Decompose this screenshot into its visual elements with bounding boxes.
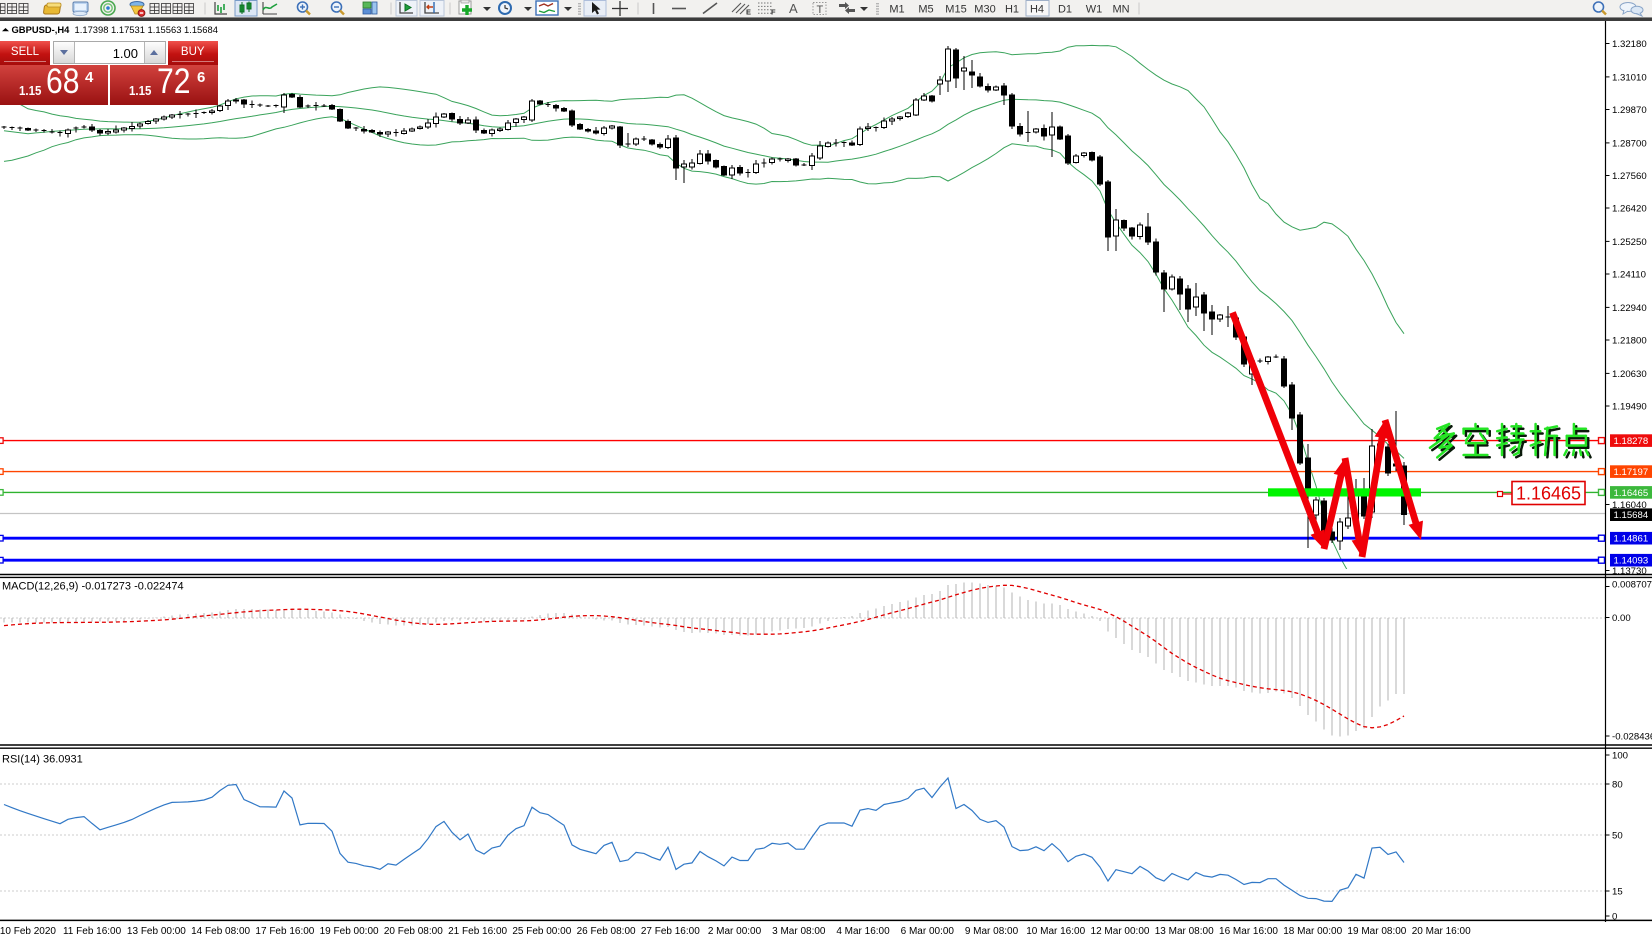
svg-text:M1: M1 (889, 4, 904, 16)
svg-text:1.20630: 1.20630 (1612, 369, 1647, 380)
svg-text:T: T (817, 4, 824, 16)
svg-text:1.31010: 1.31010 (1612, 72, 1647, 83)
svg-text:2 Mar 00:00: 2 Mar 00:00 (708, 926, 762, 937)
svg-text:1.17197: 1.17197 (1614, 467, 1649, 478)
svg-text:16 Mar 16:00: 16 Mar 16:00 (1219, 926, 1278, 937)
svg-text:1.28700: 1.28700 (1612, 138, 1647, 149)
svg-text:RSI(14) 36.0931: RSI(14) 36.0931 (2, 754, 83, 766)
svg-text:25 Feb 00:00: 25 Feb 00:00 (512, 926, 571, 937)
svg-text:1.14861: 1.14861 (1614, 534, 1649, 545)
svg-text:A: A (789, 1, 798, 16)
svg-text:1.32180: 1.32180 (1612, 39, 1647, 50)
svg-text:1.27560: 1.27560 (1612, 171, 1647, 182)
svg-text:1.18278: 1.18278 (1614, 436, 1649, 447)
svg-text:1.14093: 1.14093 (1614, 556, 1649, 567)
svg-text:1.19490: 1.19490 (1612, 402, 1647, 413)
svg-text:4 Mar 16:00: 4 Mar 16:00 (836, 926, 890, 937)
svg-text:1.13730: 1.13730 (1612, 566, 1647, 577)
svg-text:W1: W1 (1086, 4, 1103, 16)
svg-text:19 Feb 00:00: 19 Feb 00:00 (320, 926, 379, 937)
svg-text:M15: M15 (945, 4, 966, 16)
svg-text:80: 80 (1612, 780, 1623, 791)
svg-text:1.16465: 1.16465 (1516, 484, 1581, 504)
svg-text:1.29870: 1.29870 (1612, 105, 1647, 116)
svg-text:10 Feb 2020: 10 Feb 2020 (0, 926, 56, 937)
svg-text:14 Feb 08:00: 14 Feb 08:00 (191, 926, 250, 937)
svg-text:1.21800: 1.21800 (1612, 336, 1647, 347)
svg-text:21 Feb 16:00: 21 Feb 16:00 (448, 926, 507, 937)
svg-text:1.25250: 1.25250 (1612, 237, 1647, 248)
svg-text:10 Mar 16:00: 10 Mar 16:00 (1026, 926, 1085, 937)
svg-text:GBPUSD-,H4 1.17398 1.17531 1.: GBPUSD-,H4 1.17398 1.17531 1.15563 1.156… (12, 24, 218, 35)
svg-text:9 Mar 08:00: 9 Mar 08:00 (965, 926, 1019, 937)
svg-text:27 Feb 16:00: 27 Feb 16:00 (641, 926, 700, 937)
svg-text:1.24110: 1.24110 (1612, 270, 1646, 281)
svg-text:12 Mar 00:00: 12 Mar 00:00 (1091, 926, 1150, 937)
svg-text:1.16040: 1.16040 (1612, 500, 1647, 511)
svg-text:11 Feb 16:00: 11 Feb 16:00 (63, 926, 122, 937)
svg-text:1.22940: 1.22940 (1612, 303, 1647, 314)
svg-text:6 Mar 00:00: 6 Mar 00:00 (901, 926, 955, 937)
svg-text:18 Mar 00:00: 18 Mar 00:00 (1283, 926, 1342, 937)
svg-text:20 Feb 08:00: 20 Feb 08:00 (384, 926, 443, 937)
svg-text:1.26420: 1.26420 (1612, 204, 1647, 215)
svg-text:MACD(12,26,9) -0.017273 -0.022: MACD(12,26,9) -0.017273 -0.022474 (2, 581, 184, 593)
svg-text:13 Feb 00:00: 13 Feb 00:00 (127, 926, 186, 937)
svg-text:M30: M30 (974, 4, 995, 16)
svg-text:50: 50 (1612, 831, 1623, 842)
svg-text:100: 100 (1612, 751, 1628, 762)
svg-text:-0.028436: -0.028436 (1612, 732, 1652, 743)
svg-text:3 Mar 08:00: 3 Mar 08:00 (772, 926, 826, 937)
svg-text:MN: MN (1112, 4, 1129, 16)
svg-text:19 Mar 08:00: 19 Mar 08:00 (1347, 926, 1406, 937)
svg-text:H4: H4 (1030, 4, 1044, 16)
svg-text:0: 0 (1612, 912, 1617, 923)
svg-text:26 Feb 08:00: 26 Feb 08:00 (577, 926, 636, 937)
svg-text:0.00: 0.00 (1612, 613, 1631, 624)
svg-text:H1: H1 (1005, 4, 1019, 16)
svg-text:20 Mar 16:00: 20 Mar 16:00 (1412, 926, 1471, 937)
svg-text:0.008707: 0.008707 (1612, 579, 1652, 590)
svg-text:13 Mar 08:00: 13 Mar 08:00 (1155, 926, 1214, 937)
svg-text:15: 15 (1612, 887, 1623, 898)
svg-text:E: E (746, 8, 751, 17)
svg-text:1.16465: 1.16465 (1614, 488, 1649, 499)
svg-text:M5: M5 (918, 4, 933, 16)
svg-text:D1: D1 (1058, 4, 1072, 16)
svg-text:17 Feb 16:00: 17 Feb 16:00 (255, 926, 314, 937)
svg-text:1.15684: 1.15684 (1614, 510, 1649, 521)
svg-text:F: F (771, 8, 776, 17)
